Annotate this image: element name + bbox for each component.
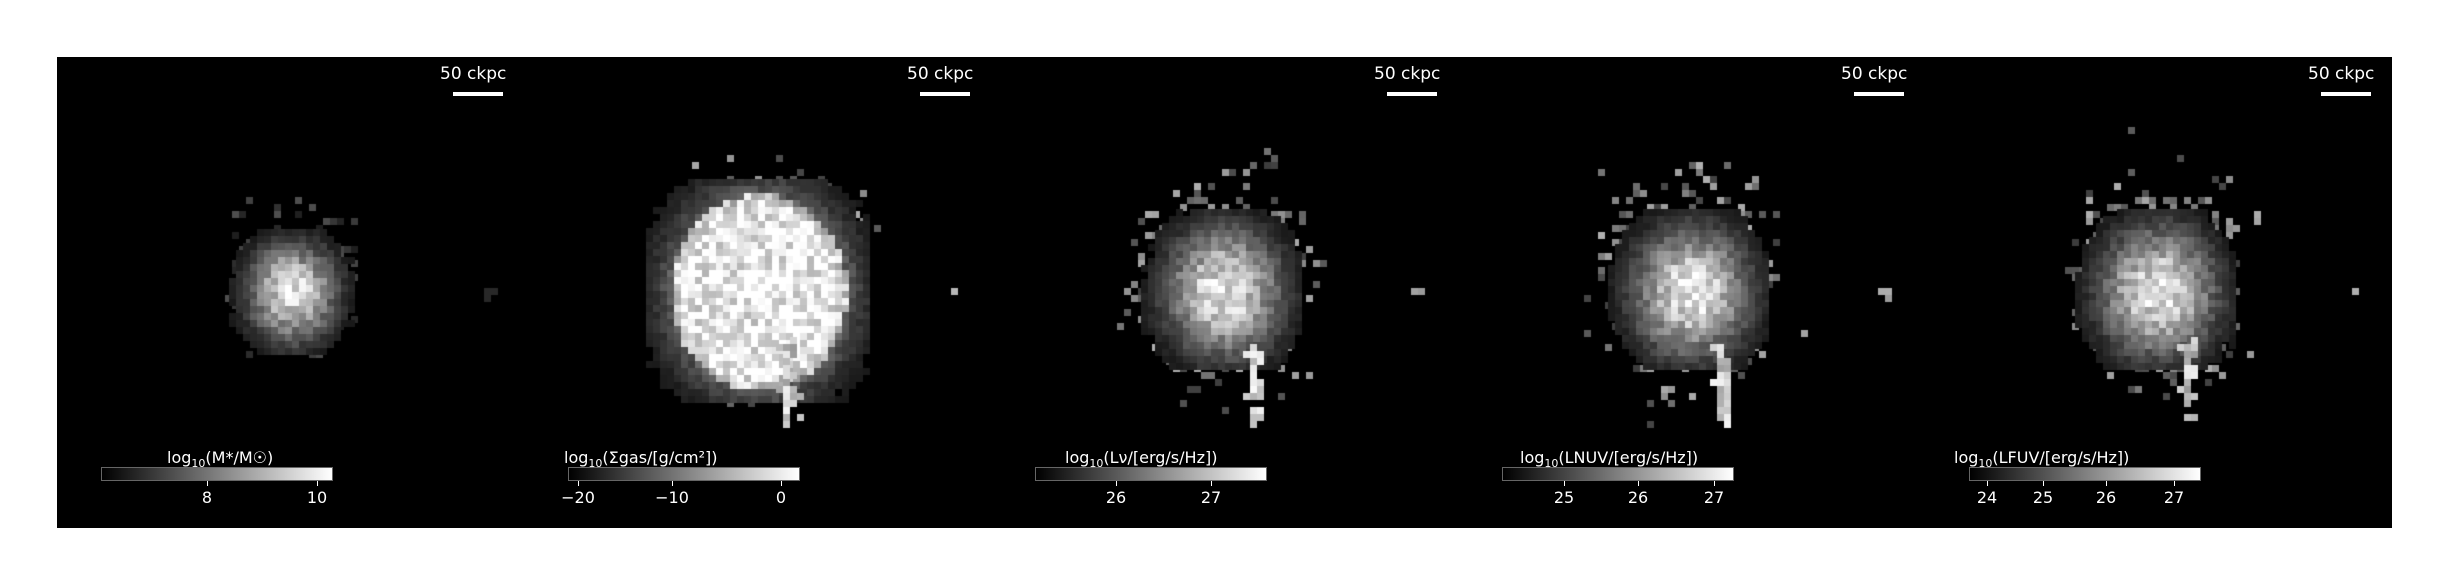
colorbar-label: log10(M*/M☉) <box>167 448 274 471</box>
panel-stellar-mass: 50 ckpc log10(M*/M☉) 8 10 <box>57 57 524 528</box>
scale-bar <box>453 92 503 96</box>
colorbar-tick <box>578 481 579 486</box>
scale-bar <box>1854 92 1904 96</box>
colorbar-tick <box>1211 481 1212 486</box>
panel-fuv-luminosity: 50 ckpc log10(LFUV/[erg/s/Hz]) 24 25 26 … <box>1925 57 2392 528</box>
colorbar-tick <box>207 481 208 486</box>
colorbar-tick-label: 27 <box>1703 488 1725 507</box>
galaxy-image <box>524 57 991 528</box>
colorbar-tick <box>2043 481 2044 486</box>
colorbar-tick-label: 26 <box>2095 488 2117 507</box>
colorbar-label: log10(Lν/[erg/s/Hz]) <box>1065 448 1218 471</box>
colorbar-tick-label: 24 <box>1976 488 1998 507</box>
galaxy-image <box>991 57 1458 528</box>
panel-lyman-alpha-luminosity: 50 ckpc log10(Lν/[erg/s/Hz]) 26 27 <box>991 57 1458 528</box>
colorbar-tick <box>672 481 673 486</box>
panel-gas-metal-column: 50 ckpc log10(Σgas/[g/cm²]) −20 −10 0 <box>524 57 991 528</box>
colorbar-label: log10(LFUV/[erg/s/Hz]) <box>1954 448 2130 471</box>
colorbar-tick <box>781 481 782 486</box>
colorbar-tick <box>317 481 318 486</box>
colorbar-tick-label: 10 <box>306 488 328 507</box>
colorbar <box>1035 467 1267 481</box>
colorbar-tick-label: 25 <box>1553 488 1575 507</box>
colorbar-tick-label: 26 <box>1105 488 1127 507</box>
colorbar-tick-label: 8 <box>201 488 213 507</box>
scale-label: 50 ckpc <box>907 64 974 84</box>
colorbar-tick <box>1638 481 1639 486</box>
scale-bar <box>920 92 970 96</box>
colorbar <box>568 467 800 481</box>
colorbar-tick <box>1564 481 1565 486</box>
scale-label: 50 ckpc <box>1841 64 1908 84</box>
colorbar-tick-label: 26 <box>1627 488 1649 507</box>
galaxy-image <box>57 57 524 528</box>
colorbar-tick-label: 27 <box>1200 488 1222 507</box>
colorbar-label: log10(LNUV/[erg/s/Hz]) <box>1520 448 1699 471</box>
scale-bar <box>2321 92 2371 96</box>
colorbar <box>1969 467 2201 481</box>
colorbar-tick <box>2174 481 2175 486</box>
figure-strip: 50 ckpc log10(M*/M☉) 8 10 50 ckpc log10(… <box>57 57 2392 528</box>
colorbar-tick-label: −20 <box>561 488 595 507</box>
galaxy-image <box>1925 57 2392 528</box>
colorbar-tick <box>2106 481 2107 486</box>
colorbar-tick-label: −10 <box>655 488 689 507</box>
colorbar-tick <box>1714 481 1715 486</box>
colorbar-tick-label: 0 <box>775 488 787 507</box>
colorbar-tick <box>1987 481 1988 486</box>
colorbar <box>101 467 333 481</box>
colorbar-tick-label: 25 <box>2032 488 2054 507</box>
panel-nuv-luminosity: 50 ckpc log10(LNUV/[erg/s/Hz]) 25 26 27 <box>1458 57 1925 528</box>
colorbar-tick <box>1116 481 1117 486</box>
scale-label: 50 ckpc <box>1374 64 1441 84</box>
scale-bar <box>1387 92 1437 96</box>
colorbar <box>1502 467 1734 481</box>
scale-label: 50 ckpc <box>440 64 507 84</box>
galaxy-image <box>1458 57 1925 528</box>
scale-label: 50 ckpc <box>2308 64 2375 84</box>
colorbar-label: log10(Σgas/[g/cm²]) <box>564 448 718 471</box>
colorbar-tick-label: 27 <box>2163 488 2185 507</box>
